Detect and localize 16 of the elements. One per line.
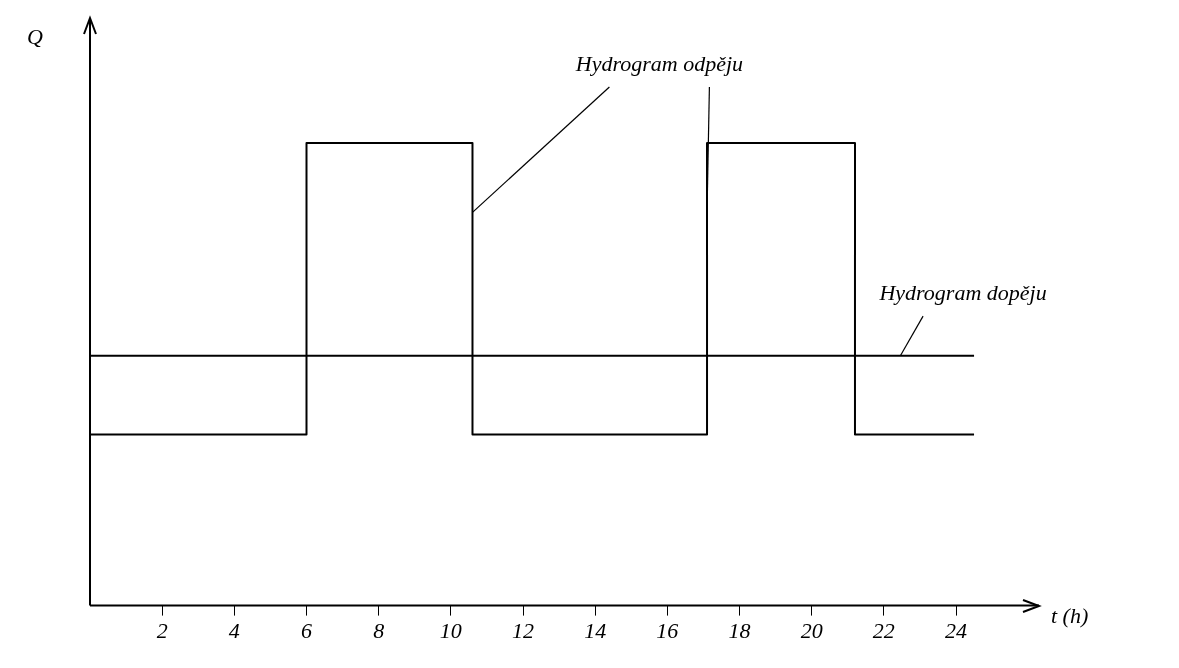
x-tick-label: 10 xyxy=(439,617,462,643)
x-axis-title: t (h) xyxy=(1051,603,1089,629)
x-tick-label: 16 xyxy=(656,617,679,643)
x-tick-label: 22 xyxy=(872,617,895,643)
text: Hydrogram odpěju xyxy=(574,50,744,76)
x-tick-label: 14 xyxy=(584,617,607,643)
x-tick-label: 20 xyxy=(800,617,823,643)
y-axis-title: Q xyxy=(27,23,44,49)
x-tick-label: 24 xyxy=(945,617,968,643)
x-tick-label: 6 xyxy=(301,617,312,643)
x-tick-label: 12 xyxy=(512,617,534,643)
x-tick-label: 4 xyxy=(228,617,240,643)
x-tick-label: 2 xyxy=(156,617,168,643)
x-tick-label: 8 xyxy=(373,617,385,643)
text: Hydrogram dopěju xyxy=(878,279,1047,305)
x-tick-label: 18 xyxy=(728,617,751,643)
